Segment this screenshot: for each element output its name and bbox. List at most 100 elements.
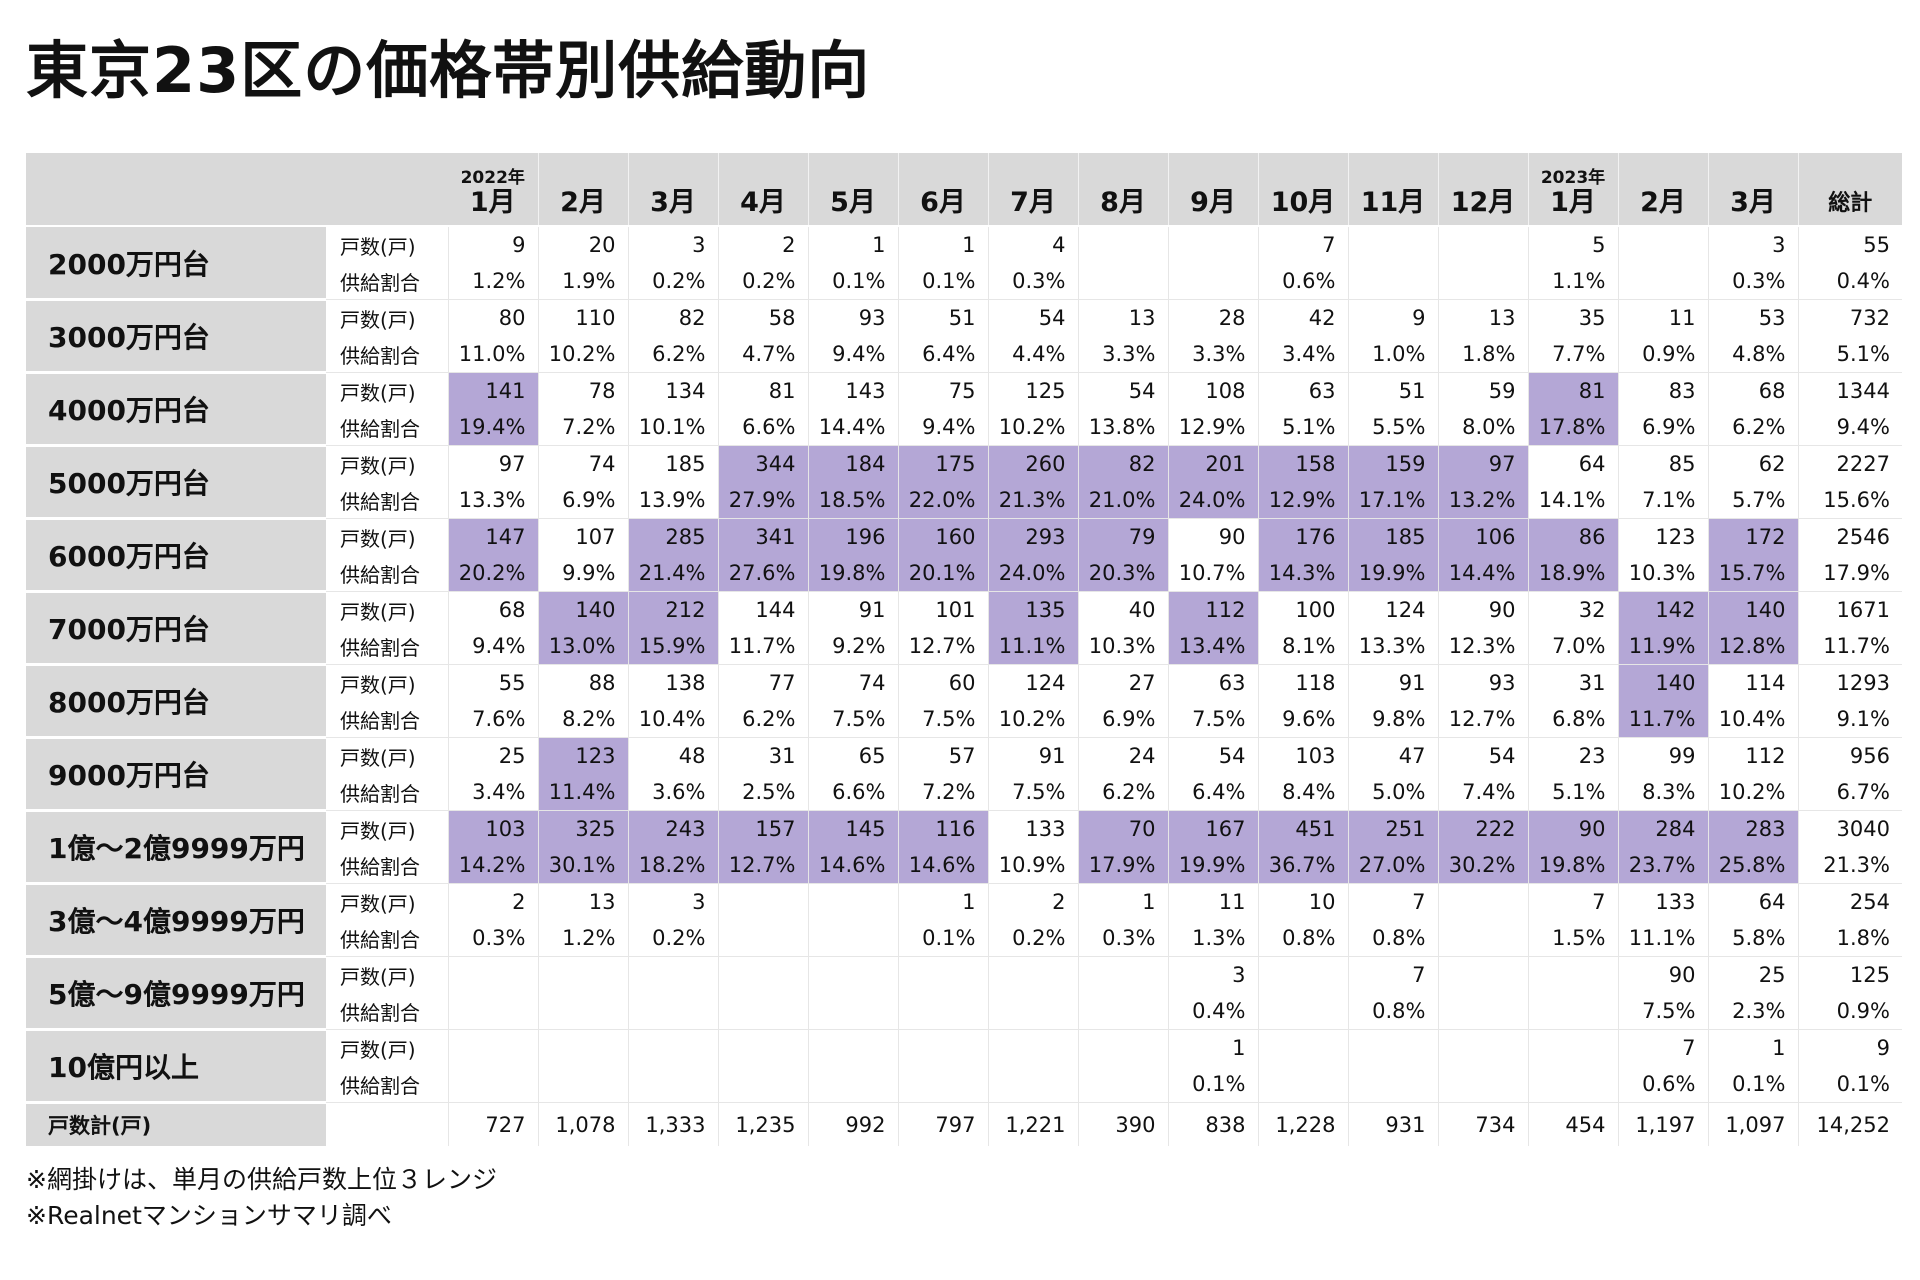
count-cell — [447, 956, 538, 993]
data-table: 2022年 1月 2月 3月 4月 5月 6月 7月 8月 9月 10月 11月 … — [26, 153, 1902, 1146]
count-total-cell: 254 — [1797, 883, 1902, 920]
grand-total-cell: 14,252 — [1797, 1102, 1902, 1146]
share-cell: 30.1% — [537, 847, 628, 884]
column-month: 3月 — [650, 187, 696, 218]
count-cell: 158 — [1257, 445, 1348, 482]
count-total-cell: 2227 — [1797, 445, 1902, 482]
column-header: 9月 — [1168, 153, 1259, 227]
count-cell: 201 — [1167, 445, 1258, 482]
count-cell: 293 — [987, 518, 1078, 555]
count-cell: 451 — [1257, 810, 1348, 847]
count-cell — [717, 956, 808, 993]
share-cell — [537, 1066, 628, 1103]
column-year — [1169, 169, 1258, 187]
count-cell: 51 — [1347, 372, 1438, 409]
column-year — [719, 169, 808, 187]
share-cell: 6.9% — [1617, 409, 1708, 446]
table-row-share: 供給割合 11.0% 10.2% 6.2% 4.7% 9.4% 6.4% 4.4% 3.3% 3.… — [26, 336, 1902, 373]
column-month: 10月 — [1270, 187, 1336, 218]
share-cell — [627, 1066, 718, 1103]
count-cell: 25 — [1707, 956, 1798, 993]
table-row-share: 供給割合 0.1% 0.6% 0.1% 0.1% — [26, 1066, 1902, 1103]
count-cell: 243 — [627, 810, 718, 847]
count-cell: 91 — [807, 591, 898, 628]
share-cell: 1.5% — [1527, 920, 1618, 957]
share-total-cell: 0.9% — [1797, 993, 1902, 1030]
count-cell: 63 — [1167, 664, 1258, 701]
count-cell: 65 — [807, 737, 898, 774]
count-cell — [807, 1029, 898, 1066]
table-body: 2000万円台 戸数(戸) 9 20 3 2 1 1 4 7 5 3 55 供給割合 1.2% 1.9% 0.2… — [26, 226, 1902, 1146]
share-label: 供給割合 — [326, 336, 448, 373]
column-month: 9月 — [1190, 187, 1236, 218]
count-cell: 140 — [537, 591, 628, 628]
price-range-table: 2022年 1月 2月 3月 4月 5月 6月 7月 8月 9月 10月 11月 … — [26, 153, 1902, 1146]
share-cell: 10.1% — [627, 409, 718, 446]
count-cell — [717, 1029, 808, 1066]
count-cell: 68 — [447, 591, 538, 628]
share-cell: 8.4% — [1257, 774, 1348, 811]
price-range-label: 10億円以上 — [26, 1029, 326, 1104]
count-cell — [1527, 1029, 1618, 1066]
price-range-label: 4000万円台 — [26, 372, 326, 447]
share-label: 供給割合 — [326, 263, 448, 300]
table-row-share: 供給割合 1.2% 1.9% 0.2% 0.2% 0.1% 0.1% 0.3% 0.6% 1.1%… — [26, 263, 1902, 300]
share-total-cell: 17.9% — [1797, 555, 1902, 592]
share-cell: 7.0% — [1527, 628, 1618, 665]
count-cell: 74 — [537, 445, 628, 482]
column-month: 3月 — [1730, 187, 1776, 218]
share-label: 供給割合 — [326, 482, 448, 519]
share-cell: 0.1% — [897, 263, 988, 300]
share-cell: 6.2% — [1077, 774, 1168, 811]
count-total-cell: 1344 — [1797, 372, 1902, 409]
count-cell: 159 — [1347, 445, 1438, 482]
count-cell: 82 — [1077, 445, 1168, 482]
share-cell: 5.5% — [1347, 409, 1438, 446]
share-cell: 14.1% — [1527, 482, 1618, 519]
count-label: 戸数(戸) — [340, 380, 416, 405]
count-cell: 175 — [897, 445, 988, 482]
count-cell — [627, 956, 718, 993]
count-label: 戸数(戸) — [340, 453, 416, 478]
share-cell: 10.4% — [1707, 701, 1798, 738]
share-cell: 0.2% — [717, 263, 808, 300]
count-cell — [1347, 226, 1438, 263]
count-cell: 27 — [1077, 664, 1168, 701]
share-cell: 27.6% — [717, 555, 808, 592]
count-cell: 90 — [1527, 810, 1618, 847]
share-label: 供給割合 — [326, 847, 448, 884]
count-cell: 3 — [1167, 956, 1258, 993]
count-cell: 53 — [1707, 299, 1798, 336]
share-cell — [1527, 1066, 1618, 1103]
column-year — [539, 169, 628, 187]
count-cell: 125 — [987, 372, 1078, 409]
count-cell: 13 — [1077, 299, 1168, 336]
count-cell — [1167, 226, 1258, 263]
share-cell — [717, 993, 808, 1030]
share-cell: 19.8% — [1527, 847, 1618, 884]
column-month: 5月 — [830, 187, 876, 218]
count-cell: 68 — [1707, 372, 1798, 409]
share-cell: 8.0% — [1437, 409, 1528, 446]
count-cell: 344 — [717, 445, 808, 482]
share-cell: 14.4% — [1437, 555, 1528, 592]
column-year — [1079, 169, 1168, 187]
share-cell: 14.3% — [1257, 555, 1348, 592]
share-cell: 6.4% — [1167, 774, 1258, 811]
table-row-share: 供給割合 14.2% 30.1% 18.2% 12.7% 14.6% 14.6% 10.9% 1… — [26, 847, 1902, 884]
count-cell: 103 — [447, 810, 538, 847]
column-header: 2023年 1月 — [1528, 153, 1619, 227]
count-cell: 185 — [1347, 518, 1438, 555]
count-cell: 11 — [1617, 299, 1708, 336]
column-month: 4月 — [740, 187, 786, 218]
totals-cell: 1,221 — [987, 1102, 1078, 1146]
count-cell: 133 — [987, 810, 1078, 847]
share-cell: 20.1% — [897, 555, 988, 592]
count-cell: 24 — [1077, 737, 1168, 774]
column-year — [989, 169, 1078, 187]
column-header: 4月 — [718, 153, 809, 227]
count-total-cell: 9 — [1797, 1029, 1902, 1066]
count-cell: 79 — [1077, 518, 1168, 555]
share-cell — [1437, 993, 1528, 1030]
count-cell: 74 — [807, 664, 898, 701]
